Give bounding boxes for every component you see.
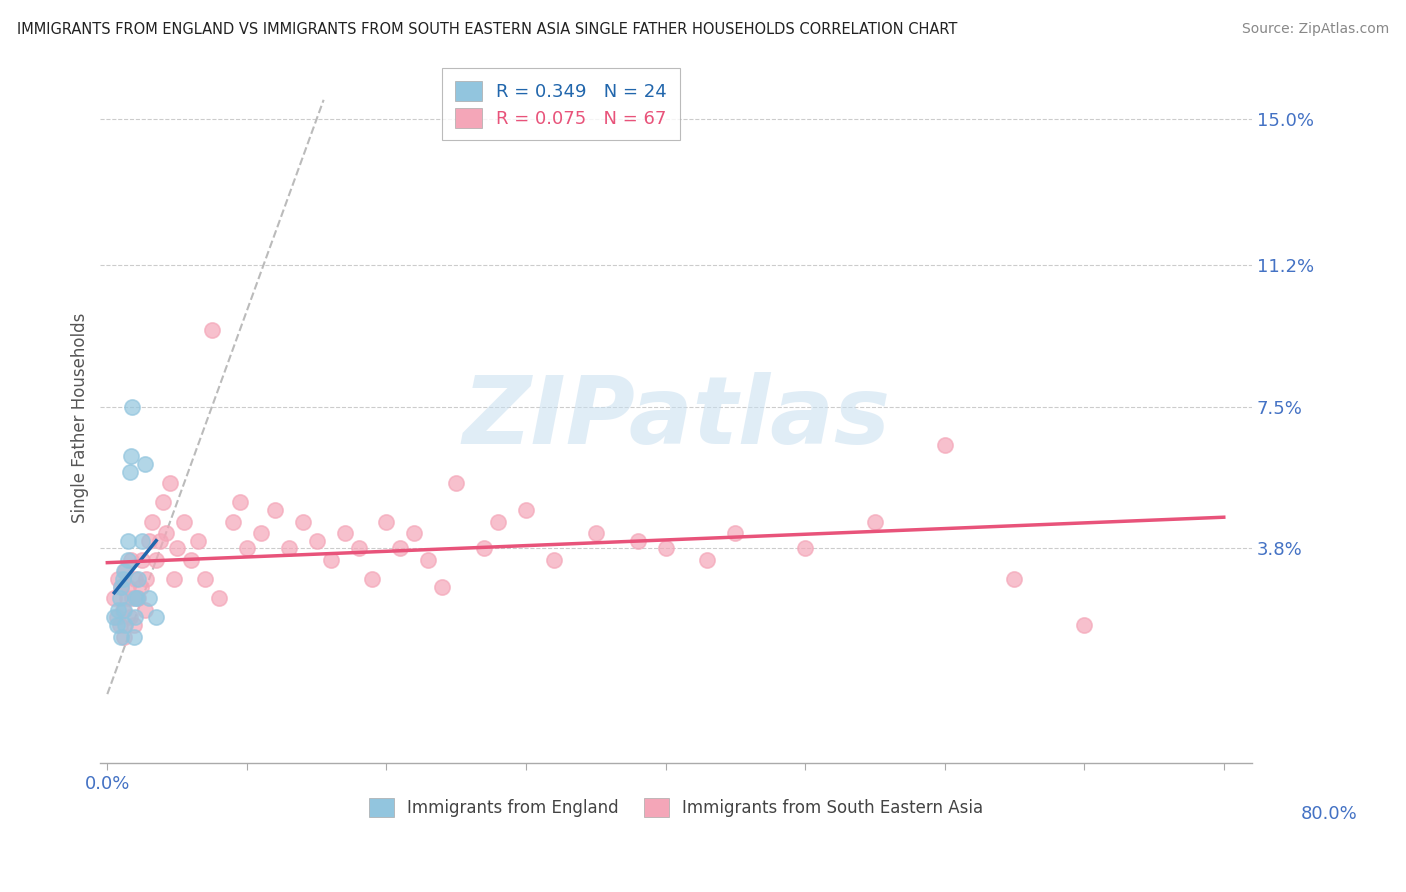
Point bbox=[138, 591, 160, 606]
Point bbox=[159, 476, 181, 491]
Point bbox=[112, 603, 135, 617]
Point bbox=[112, 565, 135, 579]
Point bbox=[208, 591, 231, 606]
Point bbox=[145, 553, 167, 567]
Point bbox=[515, 503, 537, 517]
Point bbox=[110, 580, 132, 594]
Point bbox=[135, 572, 157, 586]
Point bbox=[724, 526, 747, 541]
Point bbox=[110, 580, 132, 594]
Point bbox=[585, 526, 607, 541]
Point bbox=[111, 603, 134, 617]
Point bbox=[250, 526, 273, 541]
Point bbox=[305, 533, 328, 548]
Point bbox=[291, 515, 314, 529]
Point bbox=[180, 553, 202, 567]
Point bbox=[103, 591, 125, 606]
Point bbox=[389, 541, 412, 556]
Point bbox=[404, 526, 426, 541]
Point bbox=[131, 533, 153, 548]
Point bbox=[472, 541, 495, 556]
Point bbox=[127, 572, 149, 586]
Point bbox=[166, 541, 188, 556]
Point bbox=[155, 526, 177, 541]
Point bbox=[361, 572, 384, 586]
Point bbox=[627, 533, 650, 548]
Point bbox=[149, 533, 172, 548]
Point bbox=[863, 515, 886, 529]
Point bbox=[543, 553, 565, 567]
Point bbox=[115, 591, 138, 606]
Text: 80.0%: 80.0% bbox=[1301, 805, 1357, 822]
Point bbox=[145, 610, 167, 624]
Point bbox=[1004, 572, 1026, 586]
Point bbox=[120, 553, 142, 567]
Point bbox=[163, 572, 186, 586]
Point bbox=[201, 323, 224, 337]
Point bbox=[141, 515, 163, 529]
Point bbox=[486, 515, 509, 529]
Point bbox=[418, 553, 440, 567]
Point bbox=[118, 610, 141, 624]
Point bbox=[375, 515, 398, 529]
Legend: Immigrants from England, Immigrants from South Eastern Asia: Immigrants from England, Immigrants from… bbox=[363, 792, 990, 824]
Point bbox=[120, 450, 142, 464]
Point bbox=[107, 572, 129, 586]
Point bbox=[117, 580, 139, 594]
Point bbox=[105, 618, 128, 632]
Point bbox=[934, 438, 956, 452]
Text: IMMIGRANTS FROM ENGLAND VS IMMIGRANTS FROM SOUTH EASTERN ASIA SINGLE FATHER HOUS: IMMIGRANTS FROM ENGLAND VS IMMIGRANTS FR… bbox=[17, 22, 957, 37]
Point bbox=[124, 591, 146, 606]
Text: ZIPatlas: ZIPatlas bbox=[463, 372, 890, 464]
Point bbox=[129, 580, 152, 594]
Point bbox=[125, 591, 148, 606]
Point bbox=[444, 476, 467, 491]
Point bbox=[347, 541, 370, 556]
Point bbox=[134, 457, 156, 471]
Point bbox=[236, 541, 259, 556]
Point bbox=[134, 603, 156, 617]
Point bbox=[117, 533, 139, 548]
Point bbox=[108, 618, 131, 632]
Point bbox=[263, 503, 285, 517]
Point bbox=[108, 591, 131, 606]
Point bbox=[112, 630, 135, 644]
Point bbox=[1073, 618, 1095, 632]
Text: Source: ZipAtlas.com: Source: ZipAtlas.com bbox=[1241, 22, 1389, 37]
Point bbox=[122, 618, 145, 632]
Point bbox=[118, 465, 141, 479]
Point bbox=[173, 515, 195, 529]
Point bbox=[107, 603, 129, 617]
Point bbox=[114, 565, 136, 579]
Point bbox=[194, 572, 217, 586]
Point bbox=[333, 526, 356, 541]
Point bbox=[117, 553, 139, 567]
Point bbox=[319, 553, 342, 567]
Point bbox=[103, 610, 125, 624]
Point bbox=[696, 553, 718, 567]
Point bbox=[105, 610, 128, 624]
Point bbox=[187, 533, 209, 548]
Point bbox=[131, 553, 153, 567]
Point bbox=[432, 580, 454, 594]
Point bbox=[222, 515, 245, 529]
Point bbox=[124, 610, 146, 624]
Point bbox=[229, 495, 252, 509]
Point bbox=[277, 541, 299, 556]
Point bbox=[114, 618, 136, 632]
Point bbox=[122, 630, 145, 644]
Point bbox=[121, 591, 143, 606]
Point bbox=[654, 541, 676, 556]
Point bbox=[127, 591, 149, 606]
Point bbox=[138, 533, 160, 548]
Point bbox=[124, 572, 146, 586]
Point bbox=[794, 541, 817, 556]
Point bbox=[121, 400, 143, 414]
Point bbox=[152, 495, 174, 509]
Y-axis label: Single Father Households: Single Father Households bbox=[72, 313, 89, 524]
Point bbox=[110, 630, 132, 644]
Point bbox=[111, 572, 134, 586]
